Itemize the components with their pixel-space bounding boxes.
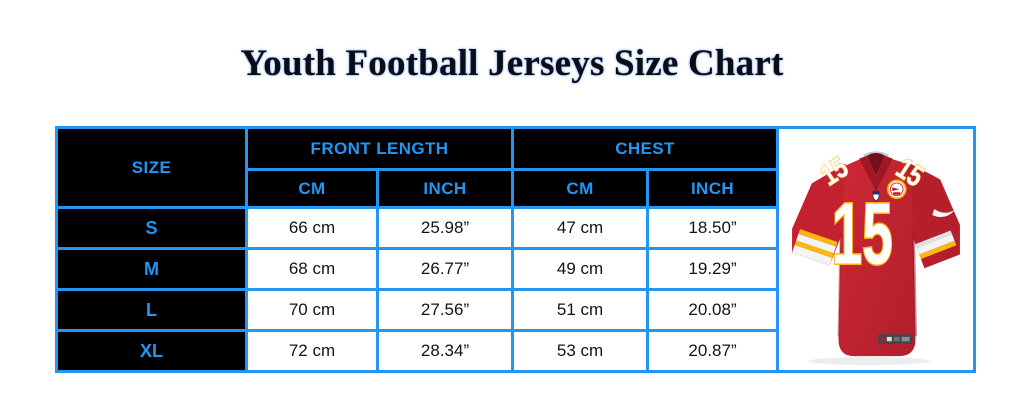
- jock-tag: [877, 333, 913, 344]
- chest-inch-cell: 20.08”: [646, 288, 780, 332]
- size-label: S: [55, 206, 248, 250]
- table-row-m: M 68 cm 26.77” 49 cm 19.29”: [55, 247, 975, 291]
- page-title: Youth Football Jerseys Size Chart: [240, 43, 784, 84]
- nfl-shield-icon: [872, 190, 880, 201]
- front-cm-cell: 68 cm: [245, 247, 379, 291]
- table-row-s: S 66 cm 25.98” 47 cm 18.50”: [55, 206, 975, 250]
- front-inch-cell: 28.34”: [375, 329, 515, 373]
- torso-right-seam: [912, 232, 917, 336]
- size-label: M: [55, 247, 248, 291]
- v-neck-collar: [859, 155, 893, 191]
- chest-cm-cell: 53 cm: [511, 329, 650, 373]
- jersey-image: 15 15 15: [792, 150, 960, 365]
- chest-cm-cell: 51 cm: [511, 288, 650, 332]
- jersey-torso: [838, 155, 916, 356]
- column-header-front-length: FRONT LENGTH: [244, 126, 515, 171]
- front-cm-cell: 72 cm: [245, 329, 379, 373]
- front-inch-cell: 27.56”: [375, 288, 515, 332]
- chest-inch-cell: 20.87”: [646, 329, 780, 373]
- chest-cm-cell: 49 cm: [511, 247, 650, 291]
- front-cm-cell: 66 cm: [245, 206, 379, 250]
- team-patch-icon: [886, 179, 907, 199]
- jersey-chest-number: 15: [832, 185, 893, 282]
- subheader-front-cm: CM: [245, 168, 379, 209]
- table-row-l: L 70 cm 27.56” 51 cm 20.08”: [55, 288, 975, 332]
- front-inch-cell: 25.98”: [375, 206, 515, 250]
- left-sleeve-stripes: [792, 228, 838, 265]
- neck-opening: [867, 152, 885, 175]
- size-chart-table: SIZE FRONT LENGTH CHEST: [55, 126, 977, 373]
- front-inch-cell: 26.77”: [375, 247, 515, 291]
- column-header-chest: CHEST: [511, 126, 780, 171]
- chest-cm-cell: 47 cm: [511, 206, 650, 250]
- torso-left-seam: [837, 232, 842, 336]
- subheader-chest-inch: INCH: [646, 168, 780, 209]
- jersey-shadow: [807, 356, 931, 365]
- chest-inch-cell: 19.29”: [646, 247, 780, 291]
- front-cm-cell: 70 cm: [245, 288, 379, 332]
- size-label: L: [55, 288, 248, 332]
- swoosh-icon: [932, 208, 956, 217]
- subheader-front-inch: INCH: [375, 168, 515, 209]
- table-row-xl: XL 72 cm 28.34” 53 cm 20.87”: [55, 329, 975, 373]
- size-label: XL: [55, 329, 248, 373]
- jersey-cell: 15 15 15: [776, 126, 977, 373]
- column-header-size: SIZE: [55, 126, 248, 209]
- chest-inch-cell: 18.50”: [646, 206, 780, 250]
- right-sleeve-stripes: [915, 229, 957, 259]
- subheader-chest-cm: CM: [511, 168, 650, 209]
